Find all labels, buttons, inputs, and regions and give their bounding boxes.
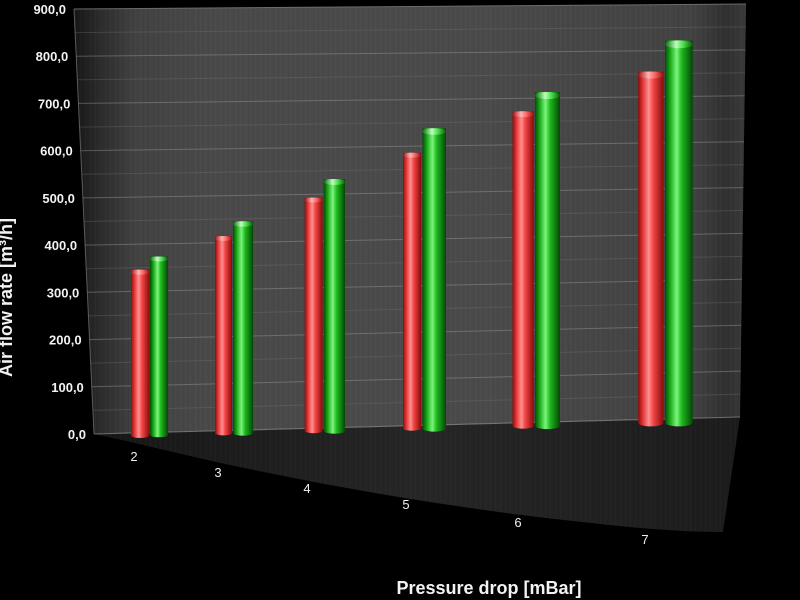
svg-text:4: 4 xyxy=(303,481,310,496)
svg-text:100,0: 100,0 xyxy=(51,380,84,395)
svg-text:800,0: 800,0 xyxy=(36,49,69,64)
svg-text:Air flow rate [m³/h]: Air flow rate [m³/h] xyxy=(0,218,16,377)
svg-text:400,0: 400,0 xyxy=(45,238,78,253)
svg-text:Pressure drop [mBar]: Pressure drop [mBar] xyxy=(396,578,581,598)
svg-text:2: 2 xyxy=(130,449,137,464)
svg-text:300,0: 300,0 xyxy=(47,285,80,300)
svg-text:5: 5 xyxy=(402,497,409,512)
svg-text:3: 3 xyxy=(214,465,221,480)
svg-text:7: 7 xyxy=(641,532,648,547)
svg-text:0,0: 0,0 xyxy=(68,427,86,442)
svg-text:6: 6 xyxy=(514,515,521,530)
svg-text:600,0: 600,0 xyxy=(40,144,73,159)
svg-text:200,0: 200,0 xyxy=(49,333,82,348)
svg-text:900,0: 900,0 xyxy=(33,2,66,17)
svg-text:700,0: 700,0 xyxy=(38,96,71,111)
svg-text:500,0: 500,0 xyxy=(42,191,75,206)
